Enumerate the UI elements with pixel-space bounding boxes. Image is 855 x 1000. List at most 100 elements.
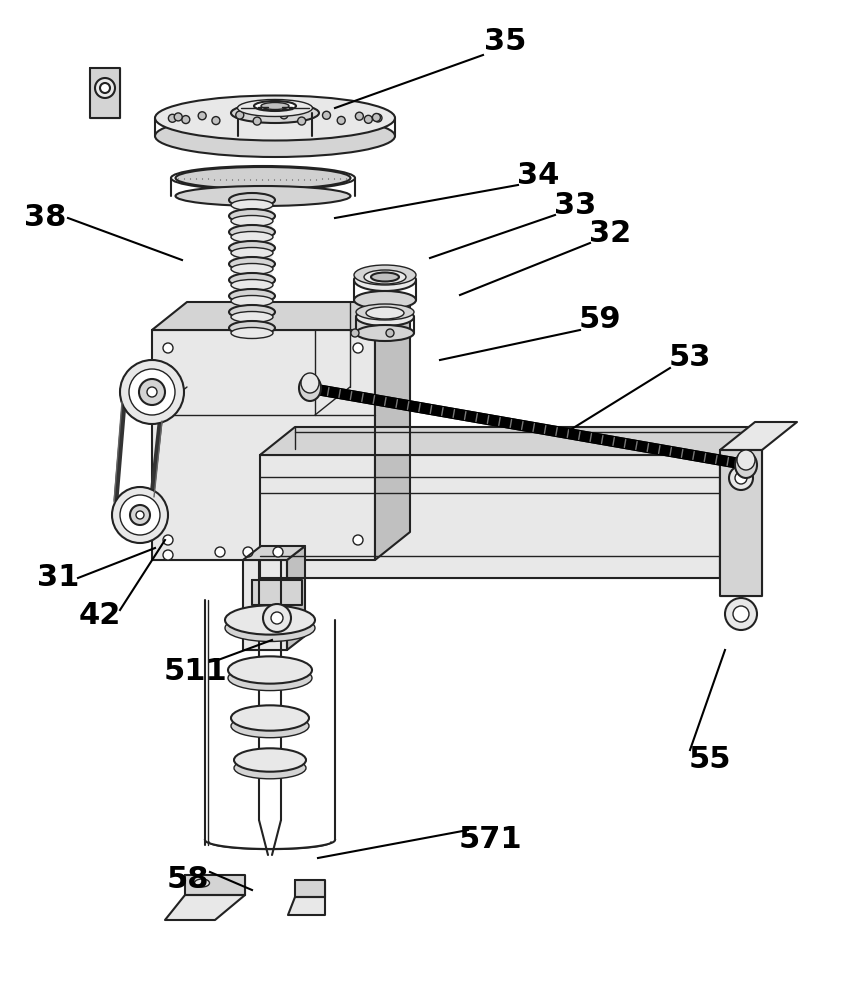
Circle shape (168, 114, 176, 122)
Ellipse shape (229, 225, 275, 239)
Ellipse shape (231, 216, 273, 227)
Circle shape (353, 535, 363, 545)
Circle shape (112, 487, 168, 543)
Ellipse shape (229, 289, 275, 303)
Text: 33: 33 (554, 190, 596, 220)
Circle shape (351, 329, 359, 337)
Circle shape (729, 466, 753, 490)
Polygon shape (90, 68, 120, 118)
Text: 34: 34 (516, 160, 559, 190)
Ellipse shape (234, 757, 306, 779)
Text: 32: 32 (589, 219, 631, 247)
Circle shape (725, 598, 757, 630)
Polygon shape (720, 450, 762, 596)
Ellipse shape (234, 748, 306, 772)
Ellipse shape (354, 269, 416, 291)
Ellipse shape (229, 321, 275, 335)
Circle shape (353, 343, 363, 353)
Circle shape (236, 111, 244, 119)
Ellipse shape (155, 115, 395, 157)
Ellipse shape (737, 450, 755, 470)
Circle shape (373, 113, 380, 121)
Circle shape (253, 117, 261, 125)
Ellipse shape (231, 103, 319, 123)
Polygon shape (260, 455, 720, 578)
Circle shape (182, 116, 190, 124)
Ellipse shape (301, 373, 319, 393)
Text: 59: 59 (579, 306, 622, 334)
Ellipse shape (356, 304, 414, 320)
Ellipse shape (229, 241, 275, 255)
Polygon shape (288, 897, 325, 915)
Ellipse shape (231, 312, 273, 322)
Ellipse shape (231, 714, 309, 738)
Ellipse shape (229, 257, 275, 271)
Circle shape (139, 379, 165, 405)
Ellipse shape (225, 614, 315, 642)
Ellipse shape (371, 272, 399, 282)
Circle shape (129, 369, 175, 415)
Circle shape (356, 112, 363, 120)
Circle shape (263, 604, 291, 632)
Polygon shape (252, 580, 302, 605)
Circle shape (322, 111, 331, 119)
Text: 511: 511 (163, 658, 227, 686)
Ellipse shape (231, 200, 273, 211)
Circle shape (298, 117, 305, 125)
Text: 58: 58 (167, 865, 209, 894)
Polygon shape (185, 875, 245, 895)
Polygon shape (243, 560, 287, 650)
Ellipse shape (238, 100, 312, 116)
Ellipse shape (225, 605, 315, 635)
Circle shape (198, 112, 206, 120)
Ellipse shape (229, 193, 275, 207)
Circle shape (215, 547, 225, 557)
Circle shape (280, 111, 288, 119)
Ellipse shape (231, 263, 273, 274)
Ellipse shape (231, 232, 273, 242)
Ellipse shape (175, 167, 351, 189)
Polygon shape (287, 546, 305, 650)
Circle shape (273, 547, 283, 557)
Circle shape (100, 83, 110, 93)
Polygon shape (295, 880, 325, 897)
Circle shape (733, 606, 749, 622)
Circle shape (120, 495, 160, 535)
Ellipse shape (231, 705, 309, 731)
Polygon shape (152, 302, 410, 330)
Ellipse shape (261, 103, 289, 109)
Circle shape (386, 329, 394, 337)
Text: 53: 53 (669, 344, 711, 372)
Circle shape (163, 385, 173, 395)
Circle shape (136, 511, 144, 519)
Text: 31: 31 (37, 564, 80, 592)
Ellipse shape (155, 96, 395, 140)
Ellipse shape (354, 265, 416, 285)
Circle shape (130, 505, 150, 525)
Circle shape (163, 550, 173, 560)
Polygon shape (260, 427, 755, 455)
Ellipse shape (299, 375, 321, 401)
Ellipse shape (231, 296, 273, 306)
Ellipse shape (354, 291, 416, 309)
Ellipse shape (364, 270, 406, 284)
Circle shape (163, 535, 173, 545)
Polygon shape (720, 427, 755, 578)
Polygon shape (375, 302, 410, 560)
Polygon shape (243, 546, 305, 560)
Circle shape (271, 612, 283, 624)
Ellipse shape (735, 452, 757, 478)
Text: 571: 571 (458, 826, 522, 854)
Circle shape (174, 113, 182, 121)
Ellipse shape (231, 279, 273, 290)
Polygon shape (165, 895, 245, 920)
Circle shape (163, 365, 173, 375)
Ellipse shape (175, 186, 351, 206)
Text: 55: 55 (689, 746, 731, 774)
Circle shape (337, 116, 345, 124)
Ellipse shape (194, 879, 209, 887)
Ellipse shape (228, 656, 312, 684)
Polygon shape (720, 422, 797, 450)
Ellipse shape (229, 305, 275, 319)
Polygon shape (233, 195, 271, 340)
